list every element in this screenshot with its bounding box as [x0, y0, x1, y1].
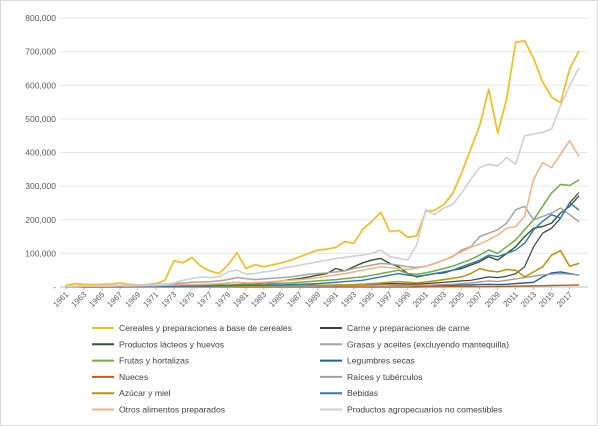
y-tick-label: -	[53, 282, 56, 292]
legend-label: Productos agropecuarios no comestibles	[347, 405, 502, 415]
y-tick-label: 200,000	[25, 215, 56, 225]
x-tick-label: 2009	[483, 290, 502, 309]
legend-label: Otros alimentos preparados	[119, 405, 225, 415]
legend-label: Grasas y aceites (excluyendo mantequilla…	[347, 339, 509, 349]
y-tick-label: 800,000	[25, 13, 56, 23]
legend-label: Nueces	[119, 372, 148, 382]
x-tick-label: 1983	[249, 290, 268, 309]
legend-label: Azúcar y miel	[119, 388, 171, 398]
x-tick-label: 1969	[123, 290, 142, 309]
legend-label: Bebidas	[347, 388, 378, 398]
x-tick-label: 1965	[87, 290, 106, 309]
series-line-11	[65, 139, 580, 288]
series-line-12	[65, 67, 580, 287]
x-tick-label: 2005	[447, 290, 466, 309]
x-tick-label: 2013	[519, 290, 538, 309]
x-tick-label: 1989	[303, 290, 322, 309]
x-tick-label: 1975	[177, 290, 196, 309]
x-tick-label: 2011	[502, 290, 521, 309]
x-tick-label: 1979	[213, 290, 232, 309]
x-tick-label: 1981	[231, 290, 250, 309]
y-tick-label: 700,000	[25, 47, 56, 57]
y-tick-label: 500,000	[25, 114, 56, 124]
x-tick-label: 1991	[321, 290, 340, 309]
x-tick-label: 1987	[285, 290, 304, 309]
legend-label: Frutas y hortalizas	[119, 356, 189, 366]
legend-label: Legumbres secas	[347, 356, 415, 366]
x-tick-label: 1995	[357, 290, 376, 309]
y-tick-label: 100,000	[25, 248, 56, 258]
legend-label: Raíces y tubérculos	[347, 372, 422, 382]
x-tick-label: 1977	[195, 290, 214, 309]
x-tick-label: 1967	[105, 290, 124, 309]
y-tick-label: 600,000	[25, 80, 56, 90]
x-tick-label: 2001	[411, 290, 430, 309]
legend-label: Cereales y preparaciones a base de cerea…	[119, 323, 292, 333]
legend-label: Productos lácteos y huevos	[119, 339, 224, 349]
x-tick-label: 1985	[267, 290, 286, 309]
legend-label: Carne y preparaciones de carne	[347, 323, 470, 333]
series-lines	[65, 40, 580, 288]
y-axis: - 100,000 200,000 300,000 400,000 500,000 600,…	[25, 13, 56, 292]
x-tick-label: 2003	[429, 290, 448, 309]
x-axis: 1961 1963 1965 1967 1969 1971 1973 1975 1977 1979…	[51, 287, 574, 309]
x-tick-label: 2017	[555, 290, 574, 309]
y-tick-label: 400,000	[25, 148, 56, 158]
x-tick-label: 2007	[465, 290, 484, 309]
x-tick-label: 1993	[339, 290, 358, 309]
x-tick-label: 1971	[141, 290, 160, 309]
x-tick-label: 2015	[537, 290, 556, 309]
x-tick-label: 1997	[375, 290, 394, 309]
y-tick-label: 300,000	[25, 181, 56, 191]
x-tick-label: 1973	[159, 290, 178, 309]
x-tick-label: 1961	[51, 290, 70, 309]
x-tick-label: 1999	[393, 290, 412, 309]
legend: Cereales y preparaciones a base de cerea…	[92, 323, 509, 415]
x-tick-label: 1963	[69, 290, 88, 309]
gridlines	[60, 17, 588, 288]
